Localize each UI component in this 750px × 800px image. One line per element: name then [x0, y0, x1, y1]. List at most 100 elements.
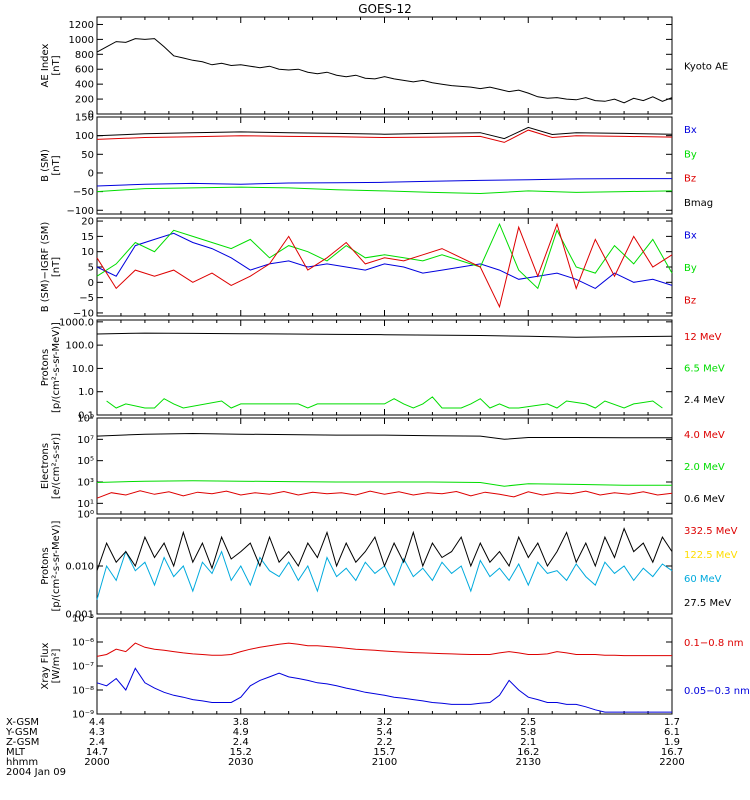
- series-line: [96, 667, 672, 713]
- y-tick-label: 10⁻⁷: [72, 662, 94, 673]
- legend-entry: 2.4 MeV: [684, 395, 725, 406]
- series-line: [96, 126, 673, 140]
- panel-frame: [96, 417, 673, 515]
- legend-entry: 27.5 MeV: [684, 598, 731, 609]
- legend-entry: 0.1−0.8 nm: [684, 638, 743, 649]
- footer-cell: 14.7: [86, 747, 108, 758]
- y-tick-label: −5: [79, 293, 94, 304]
- y-axis-label: [p/(cm²-s-sr-MeV)]: [51, 520, 62, 611]
- y-axis-label: Protons: [40, 547, 51, 584]
- series-line: [96, 129, 673, 143]
- footer-cell: 2.1: [520, 737, 536, 748]
- footer-row-label: Y-GSM: [5, 727, 38, 738]
- y-tick-label: 600: [75, 65, 94, 76]
- series-line: [96, 550, 673, 600]
- y-tick-label: 10: [81, 247, 94, 258]
- legend-entry: 12 MeV: [684, 332, 722, 343]
- y-axis-label: [nT]: [51, 55, 62, 75]
- legend-entry: Bz: [684, 296, 696, 307]
- series-line: [96, 222, 673, 309]
- y-tick-label: 0: [88, 168, 94, 179]
- panel-5: 0.001 0.010 Protons [p/(cm²-s-sr-MeV)] 332.5…: [40, 517, 738, 621]
- footer-cell: 2.4: [233, 737, 249, 748]
- y-tick-label: 0: [88, 278, 94, 289]
- y-tick-label: 0.1: [78, 411, 94, 422]
- series-line: [96, 178, 672, 187]
- footer-cell: 5.8: [520, 727, 536, 738]
- legend-entry: 122.5 MeV: [684, 550, 738, 561]
- panel-frame: [96, 617, 673, 715]
- legend-entry: By: [684, 149, 697, 160]
- series-line: [96, 490, 673, 499]
- y-axis-label: Electrons: [40, 443, 51, 489]
- y-tick-label: 100.0: [65, 341, 94, 352]
- y-tick-label: 10⁻⁵: [72, 614, 94, 625]
- y-tick-label: 200: [75, 95, 94, 106]
- y-tick-label: −50: [73, 187, 94, 198]
- series-line: [96, 432, 672, 440]
- series-line: [96, 186, 673, 195]
- footer-cell: 2000: [84, 757, 109, 768]
- y-tick-label: 10⁹: [77, 414, 94, 425]
- y-axis-label: B (SM)−IGRF (SM): [40, 222, 51, 313]
- series-line: [106, 396, 663, 409]
- panel-frame: [96, 116, 673, 215]
- footer-cell: 15.7: [373, 747, 395, 758]
- y-tick-label: 800: [75, 50, 94, 61]
- legend-entry: 6.5 MeV: [684, 364, 725, 375]
- y-tick-label: −100: [67, 206, 94, 217]
- plot-title: GOES-12: [358, 2, 412, 16]
- footer-cell: 4.4: [89, 717, 105, 728]
- panel-frame: [96, 217, 673, 317]
- y-tick-label: 100: [75, 131, 94, 142]
- footer-cell: 2.5: [520, 717, 536, 728]
- series-line: [96, 332, 673, 338]
- footer-cell: 3.8: [233, 717, 249, 728]
- legend-entry: By: [684, 263, 697, 274]
- legend-entry: Bx: [684, 125, 697, 136]
- y-axis-label: AE Index: [40, 43, 51, 87]
- footer-cell: 2100: [372, 757, 397, 768]
- legend-entry: 60 MeV: [684, 574, 722, 585]
- legend-entry: Bx: [684, 230, 697, 241]
- footer-cell: 3.2: [377, 717, 393, 728]
- legend-entry: 332.5 MeV: [684, 526, 738, 537]
- y-tick-label: 10⁰: [77, 510, 94, 521]
- footer-cell: 2030: [228, 757, 253, 768]
- y-tick-label: 0.001: [65, 610, 94, 621]
- y-axis-label: B (SM): [40, 149, 51, 182]
- footer-cell: 2130: [516, 757, 541, 768]
- y-tick-label: 10⁷: [77, 435, 94, 446]
- panel-3: 0.1 1.0 10.0 100.0 1000.0 Protons [p/(cm²-s-sr…: [40, 317, 725, 421]
- footer-cell: 1.9: [664, 737, 680, 748]
- footer-cell: 16.7: [661, 747, 683, 758]
- legend-entry: 2.0 MeV: [684, 462, 725, 473]
- legend-entry: Bmag: [684, 198, 713, 209]
- footer-cell: 15.2: [230, 747, 252, 758]
- footer-row-label: Z-GSM: [6, 737, 39, 748]
- legend-entry: 0.05−0.3 nm: [684, 686, 750, 697]
- y-tick-label: 15: [81, 232, 94, 243]
- y-tick-label: 10⁻⁸: [72, 686, 94, 697]
- y-tick-label: 0: [88, 110, 94, 121]
- footer-cell: 1.7: [664, 717, 680, 728]
- footer-cell: 4.9: [233, 727, 249, 738]
- footer-row-label: hhmm: [6, 757, 38, 768]
- footer-cell: 2200: [659, 757, 684, 768]
- y-tick-label: 10¹: [77, 499, 94, 510]
- y-tick-label: 50: [81, 150, 94, 161]
- y-tick-label: 5: [88, 263, 94, 274]
- footer-cell: 2.4: [89, 737, 105, 748]
- footer-cell: 16.2: [517, 747, 539, 758]
- legend-entry: Bz: [684, 174, 696, 185]
- series-line: [96, 480, 672, 487]
- y-axis-label: [nT]: [51, 155, 62, 175]
- panel-frame: [96, 16, 673, 115]
- footer-cell: 2.2: [377, 737, 393, 748]
- footer-cell: 4.3: [89, 727, 105, 738]
- footer-table: X-GSM 4.4 3.8 3.2 2.5 1.7 Y-GSM 4.3 4.9 5.4 5.8 6.1…: [5, 717, 685, 778]
- footer-cell: 6.1: [664, 727, 680, 738]
- series-line: [96, 232, 673, 289]
- y-tick-label: 150: [75, 113, 94, 124]
